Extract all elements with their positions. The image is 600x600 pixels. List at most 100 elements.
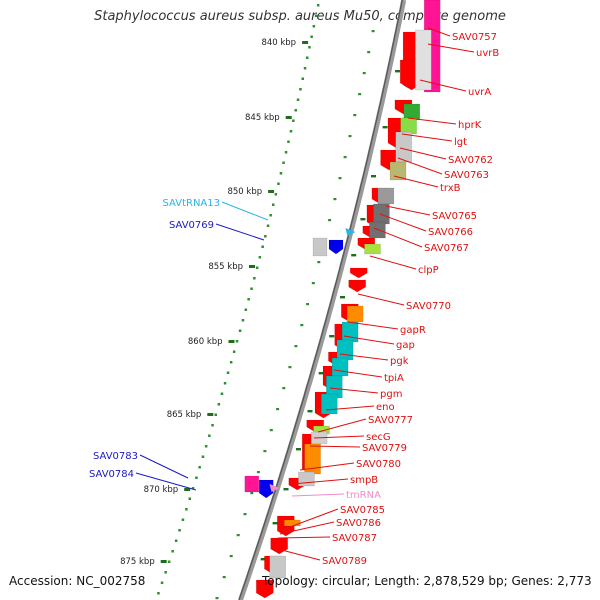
scale-dot [296, 98, 300, 101]
reverse-gene-label: smpB [350, 475, 378, 486]
scale-dot [277, 182, 280, 185]
scale-dot [217, 403, 221, 406]
scale-dot [308, 46, 311, 49]
category-block [283, 519, 301, 527]
gene-tick [371, 175, 376, 178]
category-block [364, 243, 381, 255]
reverse-gene-label: clpP [418, 265, 439, 276]
reverse-gene-label: tpiA [384, 373, 404, 384]
scale-dot [178, 529, 181, 532]
forward-gene-arrow [328, 239, 344, 255]
reverse-gene-label: lgt [454, 137, 467, 148]
reverse-gene-label: SAV0786 [336, 518, 381, 529]
scale-tick-major [207, 413, 214, 416]
reverse-gene-label: secG [366, 432, 391, 443]
gene-tick [272, 522, 278, 525]
forward-gene-label-leader [215, 223, 265, 241]
category-block [377, 187, 395, 205]
category-block [414, 29, 432, 91]
reverse-gene-label-leader [379, 213, 427, 232]
scale-tick-major [249, 265, 255, 268]
forward-gene-label-leader [139, 454, 189, 479]
inner-dot [300, 324, 304, 327]
inner-dot [333, 198, 337, 201]
reverse-gene-label: SAV0757 [452, 32, 497, 43]
scale-dot [160, 581, 164, 584]
reverse-gene-label: SAV0780 [356, 459, 401, 470]
scale-dot [312, 25, 316, 28]
gene-tick [260, 558, 266, 561]
category-block [269, 555, 287, 579]
scale-dot [264, 235, 267, 238]
scale-dot [303, 67, 307, 70]
reverse-gene-label-leader [273, 547, 321, 561]
reverse-gene-label-leader [291, 478, 349, 485]
reverse-gene-label-leader [279, 521, 335, 535]
forward-gene-label: SAV0769 [169, 220, 214, 231]
reverse-gene-label-leader [299, 462, 355, 471]
scale-dot [171, 550, 174, 553]
tmrna-label: tmRNA [346, 490, 381, 501]
inner-dot [306, 303, 310, 306]
inner-dot [294, 345, 298, 348]
inner-dot [229, 555, 233, 558]
inner-dot [269, 429, 273, 432]
scale-dot [306, 56, 309, 59]
scale-tick-major [302, 41, 309, 44]
inner-dot [371, 30, 375, 33]
reverse-gene-label-leader [399, 147, 447, 160]
reverse-gene-label-leader [309, 445, 361, 448]
scale-dot [204, 445, 208, 448]
gene-tick [351, 254, 357, 257]
scale-dot [220, 392, 224, 395]
gene-tick [318, 372, 324, 375]
scale-dot [174, 539, 178, 542]
reverse-gene-label-leader [329, 387, 379, 394]
category-block [400, 117, 417, 135]
inner-dot [317, 261, 321, 264]
reverse-gene-label: eno [376, 402, 395, 413]
scale-dot [229, 361, 233, 364]
gene-tick [360, 218, 366, 221]
scale-dot [258, 256, 262, 259]
inner-dot [367, 51, 371, 54]
scale-dot [164, 571, 167, 574]
category-block [395, 131, 413, 163]
reverse-gene-label-leader [313, 435, 365, 439]
scale-dot [279, 172, 283, 175]
inner-dot [338, 177, 342, 180]
scale-dot [266, 224, 270, 227]
trna-marker [345, 228, 356, 236]
reverse-gene-label-leader [317, 418, 367, 433]
scale-dot [282, 161, 285, 164]
scale-dot [316, 4, 320, 7]
inner-dot [343, 156, 347, 159]
scale-label: 870 kbp [144, 485, 179, 495]
reverse-gene-label: uvrA [468, 87, 491, 98]
accession-label: Accession: NC_002758 [9, 574, 146, 588]
inner-dot [263, 450, 267, 453]
inner-dot [256, 471, 260, 474]
scale-dot [226, 371, 230, 374]
scale-dot [232, 350, 236, 353]
inner-dot [215, 597, 219, 600]
scale-label: 850 kbp [227, 187, 262, 197]
gene-tick [329, 335, 335, 338]
backbone-shadow [238, 0, 403, 600]
gene-tick [395, 70, 401, 73]
scale-dot [301, 77, 304, 80]
scale-label: 840 kbp [261, 38, 296, 48]
scale-dot [198, 466, 201, 469]
gene-tick [283, 488, 289, 491]
forward-gene-label-leader [135, 472, 197, 491]
reverse-gene-label: trxB [440, 183, 461, 194]
inner-dot [250, 492, 254, 495]
scale-dot [272, 203, 275, 206]
category-block [298, 471, 315, 487]
reverse-gene-label-leader [281, 508, 339, 531]
reverse-gene-label-leader [325, 405, 375, 411]
scale-dot [247, 298, 250, 301]
tmrna-marker [269, 484, 280, 492]
inner-dot [276, 408, 280, 411]
